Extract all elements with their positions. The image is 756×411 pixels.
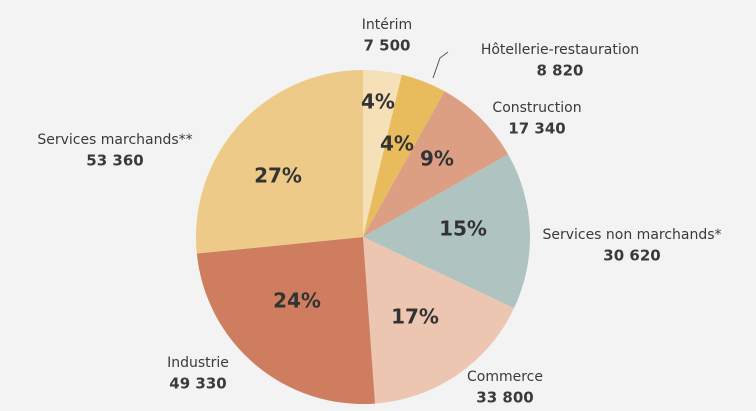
category-label: Services non marchands* xyxy=(542,227,721,243)
pie-slice xyxy=(363,74,445,237)
pie-slice xyxy=(363,237,515,404)
category-label: Industrie xyxy=(167,355,229,371)
share-label: 4% xyxy=(361,90,395,114)
pie-slice xyxy=(363,91,509,237)
category-label: Intérim xyxy=(362,17,412,33)
value-label: 8 820 xyxy=(537,62,584,80)
pie-slice xyxy=(196,237,376,404)
value-label: 7 500 xyxy=(364,37,411,55)
category-label: Services marchands** xyxy=(37,132,192,148)
share-label: 27% xyxy=(254,164,302,188)
pie-slice xyxy=(196,70,363,254)
value-label: 17 340 xyxy=(508,120,565,138)
pie-slice xyxy=(363,154,530,309)
share-label: 15% xyxy=(439,217,487,241)
share-label: 9% xyxy=(420,147,454,171)
value-label: 33 800 xyxy=(476,389,533,407)
share-label: 4% xyxy=(380,132,414,156)
leader-line xyxy=(432,51,449,79)
pie-slice xyxy=(363,70,402,237)
value-label: 53 360 xyxy=(86,152,143,170)
value-label: 49 330 xyxy=(169,375,226,393)
category-label: Commerce xyxy=(467,369,543,385)
share-label: 17% xyxy=(391,305,439,329)
category-label: Construction xyxy=(492,100,581,116)
value-label: 30 620 xyxy=(603,247,660,265)
category-label: Hôtellerie-restauration xyxy=(481,42,639,58)
share-label: 24% xyxy=(273,289,321,313)
